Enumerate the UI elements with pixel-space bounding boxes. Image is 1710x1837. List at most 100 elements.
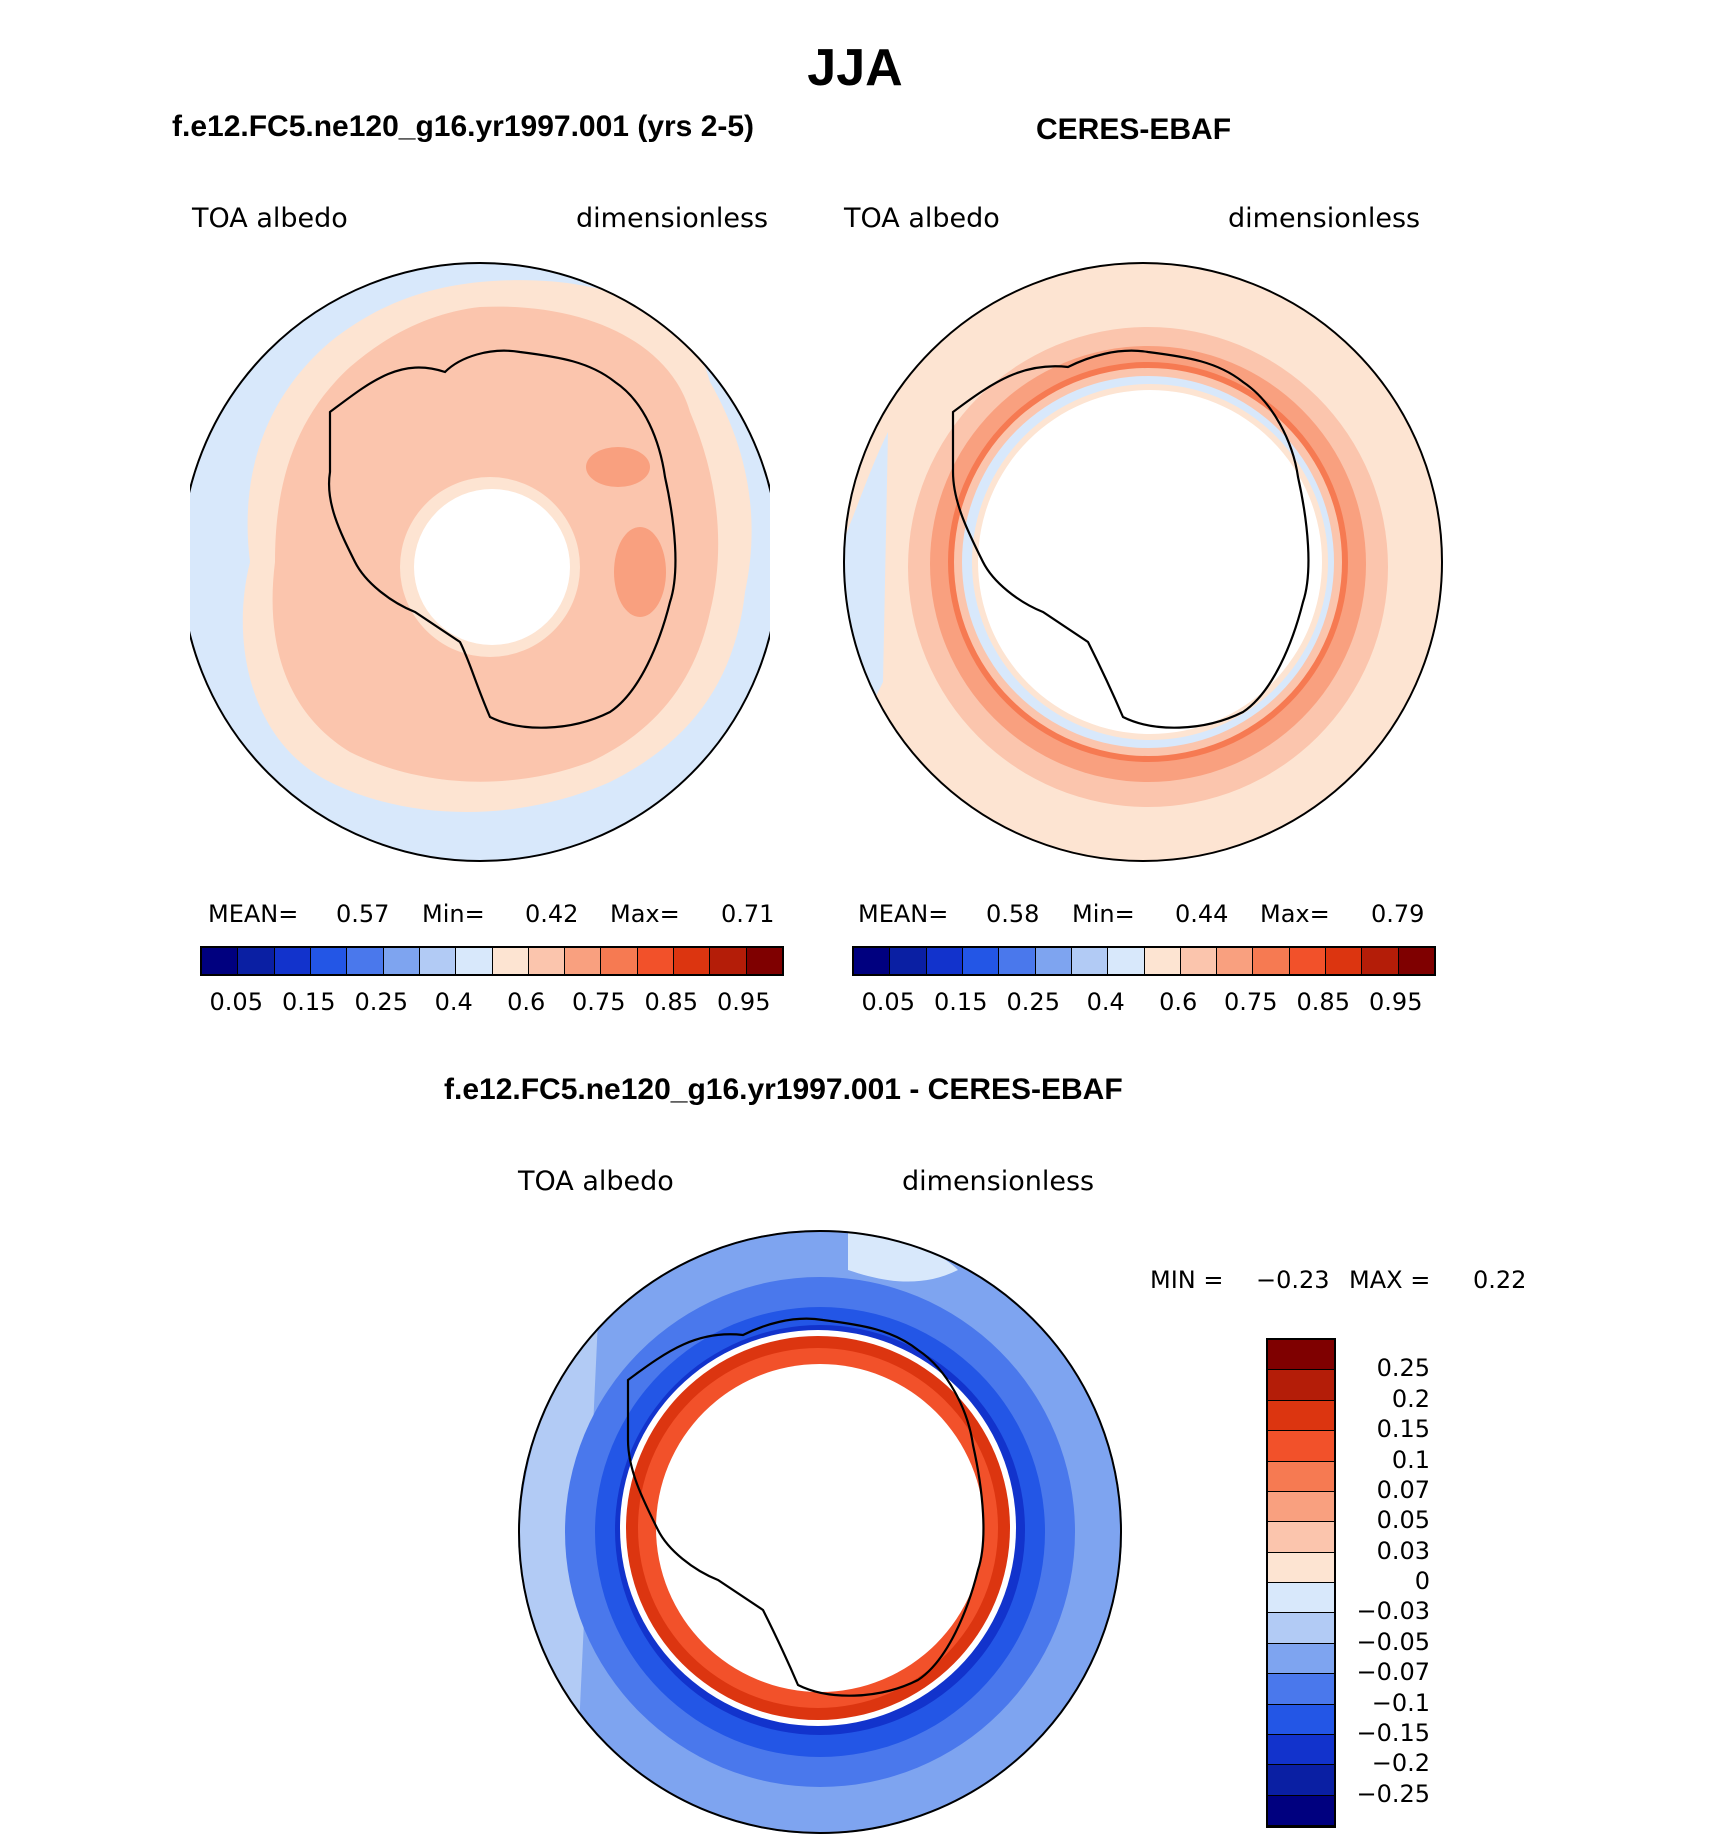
colorbar-swatch bbox=[926, 948, 963, 974]
colorbar-swatch bbox=[746, 948, 782, 974]
colorbar-swatch bbox=[383, 948, 420, 974]
diff-polar-map bbox=[518, 1230, 1122, 1834]
panel-model-variable-label: TOA albedo bbox=[192, 203, 348, 234]
obs-min-value: 0.44 bbox=[1175, 900, 1229, 928]
colorbar-tick-label: 0.4 bbox=[434, 988, 473, 1016]
colorbar-swatch bbox=[238, 948, 275, 974]
obs-max-value: 0.79 bbox=[1371, 900, 1425, 928]
albedo-maximum-patch-north bbox=[586, 447, 650, 487]
colorbar-swatch bbox=[1268, 1674, 1334, 1705]
diff-colorbar-ticks: 0.25 0.2 0.15 0.1 0.07 0.05 0.03 0 −0.03 −0.05 −0.… bbox=[1340, 1338, 1450, 1824]
colorbar-tick-label: 0.6 bbox=[507, 988, 546, 1016]
panel-obs-units-label: dimensionless bbox=[1228, 203, 1421, 234]
panel-obs-title: CERES-EBAF bbox=[1036, 113, 1232, 146]
colorbar-swatch bbox=[962, 948, 1000, 974]
model-colorbar-ticks: 0.05 0.15 0.25 0.4 0.6 0.75 0.85 0.95 bbox=[200, 988, 780, 1018]
colorbar-tick-label: −0.15 bbox=[1356, 1718, 1430, 1747]
colorbar-swatch bbox=[1253, 948, 1290, 974]
colorbar-swatch bbox=[1268, 1795, 1334, 1826]
colorbar-tick-label: 0.25 bbox=[354, 988, 408, 1016]
model-min-value: 0.42 bbox=[525, 900, 579, 928]
model-min-label: Min= bbox=[422, 900, 485, 928]
colorbar-tick-label: −0.07 bbox=[1356, 1658, 1430, 1687]
colorbar-swatch bbox=[565, 948, 602, 974]
colorbar-swatch bbox=[854, 948, 891, 974]
colorbar-tick-label: −0.1 bbox=[1371, 1688, 1430, 1717]
panel-obs-variable-label: TOA albedo bbox=[844, 203, 1000, 234]
antarctica-coastline bbox=[951, 349, 1310, 729]
colorbar-swatch bbox=[1268, 1765, 1334, 1796]
colorbar-tick-label: 0.75 bbox=[1224, 988, 1278, 1016]
colorbar-swatch bbox=[1289, 948, 1327, 974]
colorbar-swatch bbox=[1268, 1704, 1334, 1735]
colorbar-tick-label: −0.2 bbox=[1371, 1749, 1430, 1778]
colorbar-swatch bbox=[1268, 1583, 1334, 1614]
colorbar-swatch bbox=[1268, 1552, 1334, 1583]
colorbar-tick-label: 0.85 bbox=[1296, 988, 1350, 1016]
colorbar-tick-label: 0.07 bbox=[1376, 1475, 1430, 1504]
colorbar-swatch bbox=[1268, 1431, 1334, 1462]
colorbar-swatch bbox=[1268, 1491, 1334, 1523]
colorbar-tick-label: 0.05 bbox=[209, 988, 263, 1016]
colorbar-swatch bbox=[1268, 1613, 1334, 1644]
near-zero-patch-north bbox=[848, 1230, 958, 1282]
panel-diff-title: f.e12.FC5.ne120_g16.yr1997.001 - CERES-E… bbox=[444, 1073, 1123, 1106]
colorbar-swatch bbox=[1326, 948, 1363, 974]
obs-colorbar bbox=[852, 946, 1436, 976]
panel-diff-units-label: dimensionless bbox=[902, 1166, 1095, 1197]
colorbar-swatch bbox=[347, 948, 384, 974]
colorbar-tick-label: 0.05 bbox=[1376, 1506, 1430, 1535]
colorbar-tick-label: 0.15 bbox=[934, 988, 988, 1016]
low-albedo-patch-west bbox=[843, 432, 888, 782]
colorbar-swatch bbox=[456, 948, 493, 974]
colorbar-tick-label: 0.15 bbox=[1376, 1415, 1430, 1444]
obs-colorbar-ticks: 0.05 0.15 0.25 0.4 0.6 0.75 0.85 0.95 bbox=[852, 988, 1432, 1018]
colorbar-swatch bbox=[1035, 948, 1072, 974]
diff-max-value: 0.22 bbox=[1473, 1266, 1527, 1294]
colorbar-tick-label: −0.03 bbox=[1356, 1597, 1430, 1626]
colorbar-swatch bbox=[674, 948, 711, 974]
colorbar-tick-label: 0 bbox=[1414, 1567, 1430, 1595]
model-max-label: Max= bbox=[610, 900, 680, 928]
albedo-maximum-patch-east bbox=[614, 527, 666, 617]
model-mean-value: 0.57 bbox=[336, 900, 390, 928]
colorbar-swatch bbox=[1268, 1643, 1334, 1675]
colorbar-swatch bbox=[274, 948, 311, 974]
colorbar-tick-label: 0.4 bbox=[1086, 988, 1125, 1016]
colorbar-swatch bbox=[1398, 948, 1434, 974]
colorbar-swatch bbox=[1268, 1370, 1334, 1401]
antarctica-coastline bbox=[626, 1317, 985, 1697]
colorbar-swatch bbox=[1362, 948, 1399, 974]
colorbar-tick-label: −0.05 bbox=[1356, 1627, 1430, 1656]
panel-diff-variable-label: TOA albedo bbox=[518, 1166, 674, 1197]
colorbar-swatch bbox=[1268, 1522, 1334, 1553]
colorbar-swatch bbox=[999, 948, 1036, 974]
panel-model-units-label: dimensionless bbox=[576, 203, 769, 234]
colorbar-swatch bbox=[1268, 1461, 1334, 1492]
obs-mean-label: MEAN= bbox=[858, 900, 949, 928]
obs-min-label: Min= bbox=[1072, 900, 1135, 928]
colorbar-swatch bbox=[492, 948, 529, 974]
obs-max-label: Max= bbox=[1260, 900, 1330, 928]
colorbar-swatch bbox=[419, 948, 457, 974]
colorbar-swatch bbox=[202, 948, 239, 974]
colorbar-swatch bbox=[1071, 948, 1109, 974]
model-max-value: 0.71 bbox=[721, 900, 775, 928]
obs-polar-map bbox=[843, 262, 1443, 862]
colorbar-swatch bbox=[310, 948, 348, 974]
colorbar-tick-label: 0.15 bbox=[282, 988, 336, 1016]
antarctica-coastline bbox=[327, 349, 677, 729]
panel-model-title: f.e12.FC5.ne120_g16.yr1997.001 (yrs 2-5) bbox=[172, 110, 755, 143]
colorbar-tick-label: −0.25 bbox=[1356, 1779, 1430, 1808]
colorbar-tick-label: 0.75 bbox=[572, 988, 626, 1016]
colorbar-swatch bbox=[601, 948, 638, 974]
colorbar-tick-label: 0.03 bbox=[1376, 1536, 1430, 1565]
colorbar-swatch bbox=[1217, 948, 1254, 974]
diff-max-label: MAX = bbox=[1349, 1266, 1431, 1294]
diff-min-value: −0.23 bbox=[1256, 1266, 1330, 1294]
colorbar-swatch bbox=[1108, 948, 1145, 974]
colorbar-tick-label: 0.95 bbox=[1369, 988, 1423, 1016]
page-title: JJA bbox=[807, 39, 903, 97]
map-boundary-circle bbox=[843, 262, 1443, 862]
colorbar-tick-label: 0.2 bbox=[1391, 1384, 1430, 1413]
